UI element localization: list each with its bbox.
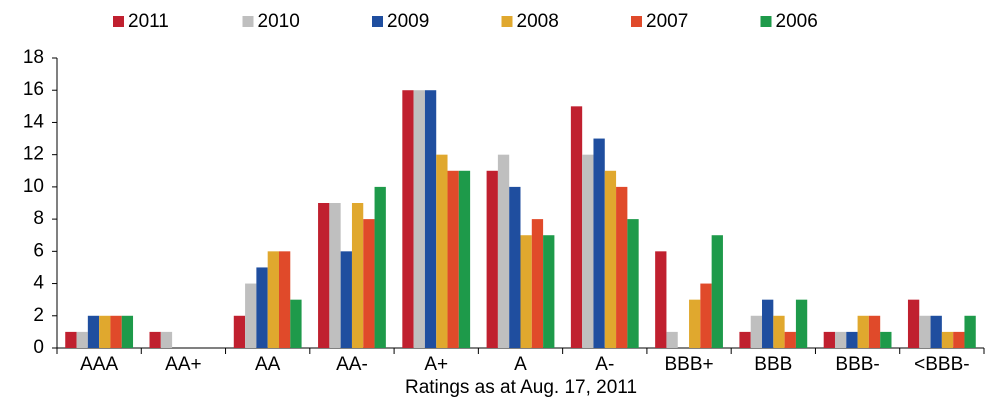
bar [919, 315, 931, 348]
bar [351, 203, 364, 348]
bar [582, 154, 594, 348]
bar [570, 106, 583, 348]
y-tick-label: 0 [33, 337, 44, 358]
legend-swatch [501, 16, 513, 27]
bar [329, 203, 341, 348]
bar [374, 186, 386, 348]
bar [87, 315, 100, 348]
bar [868, 315, 881, 348]
bar [267, 251, 279, 348]
bar [458, 170, 471, 348]
x-tick-label: AAA [80, 354, 118, 375]
bar [689, 299, 701, 348]
bar [318, 203, 330, 348]
bar [666, 331, 678, 348]
bar [149, 331, 161, 348]
bar [762, 299, 774, 348]
bar [784, 331, 796, 348]
y-tick-label: 16 [23, 79, 44, 100]
x-tick-label: AA [255, 354, 281, 375]
bar [363, 219, 375, 348]
bar [750, 315, 763, 348]
legend-label: 2008 [517, 11, 559, 32]
x-tick-label: BBB+ [664, 354, 713, 375]
bar [846, 331, 858, 348]
legend-swatch [242, 16, 254, 27]
bar [823, 331, 835, 348]
legend-label: 2009 [387, 11, 429, 32]
legend-label: 2006 [776, 11, 818, 32]
bar [245, 283, 257, 348]
bar [233, 315, 246, 348]
x-tick-label: BBB [754, 354, 792, 375]
bar [121, 315, 134, 348]
bar [340, 251, 352, 348]
legend-label: 2007 [646, 11, 688, 32]
bar [593, 138, 605, 348]
bar [627, 219, 639, 348]
bar [739, 331, 751, 348]
bar [616, 186, 628, 348]
bar [711, 235, 723, 348]
legend-label: 2010 [258, 11, 300, 32]
bar [447, 170, 459, 348]
y-tick-label: 6 [33, 240, 44, 261]
bar [497, 154, 510, 348]
bar [953, 331, 965, 348]
bar [509, 186, 521, 348]
bar [655, 251, 667, 348]
y-tick-label: 4 [33, 273, 44, 294]
bar [256, 267, 268, 348]
bar [907, 299, 920, 348]
bar [402, 90, 414, 348]
y-tick-label: 10 [23, 176, 44, 197]
bar [941, 331, 954, 348]
x-tick-label: <BBB- [914, 354, 969, 375]
y-tick-label: 14 [23, 111, 45, 132]
x-tick-label: BBB- [835, 354, 879, 375]
bar [964, 315, 976, 348]
bar [160, 331, 173, 348]
legend-swatch [113, 16, 124, 27]
x-axis-label: Ratings as at Aug. 17, 2011 [405, 377, 637, 398]
legend-swatch [631, 16, 642, 27]
bar [424, 90, 437, 348]
y-tick-label: 8 [33, 208, 44, 229]
legend-swatch [760, 16, 772, 27]
bar [700, 283, 712, 348]
x-tick-label: A+ [424, 354, 448, 375]
x-tick-label: A [514, 354, 527, 375]
y-tick-label: 12 [23, 144, 44, 165]
legend-label: 2011 [128, 11, 169, 32]
x-tick-label: AA- [336, 354, 368, 375]
bar [76, 331, 88, 348]
x-tick-label: A- [595, 354, 614, 375]
bar [604, 170, 617, 348]
bar [834, 331, 847, 348]
bar [99, 315, 111, 348]
legend-swatch [372, 16, 383, 27]
bar [436, 154, 448, 348]
bar [880, 331, 892, 348]
x-tick-label: AA+ [165, 354, 201, 375]
y-tick-label: 18 [23, 47, 44, 68]
bar [413, 90, 425, 348]
bar [290, 299, 302, 348]
bar [531, 219, 544, 348]
bar [773, 315, 785, 348]
bar [857, 315, 869, 348]
y-tick-label: 2 [33, 305, 44, 326]
bar [65, 331, 77, 348]
bar [543, 235, 555, 348]
bar [278, 251, 291, 348]
bar [486, 170, 498, 348]
bar [110, 315, 122, 348]
bar [795, 299, 808, 348]
bar [520, 235, 532, 348]
bar [930, 315, 942, 348]
